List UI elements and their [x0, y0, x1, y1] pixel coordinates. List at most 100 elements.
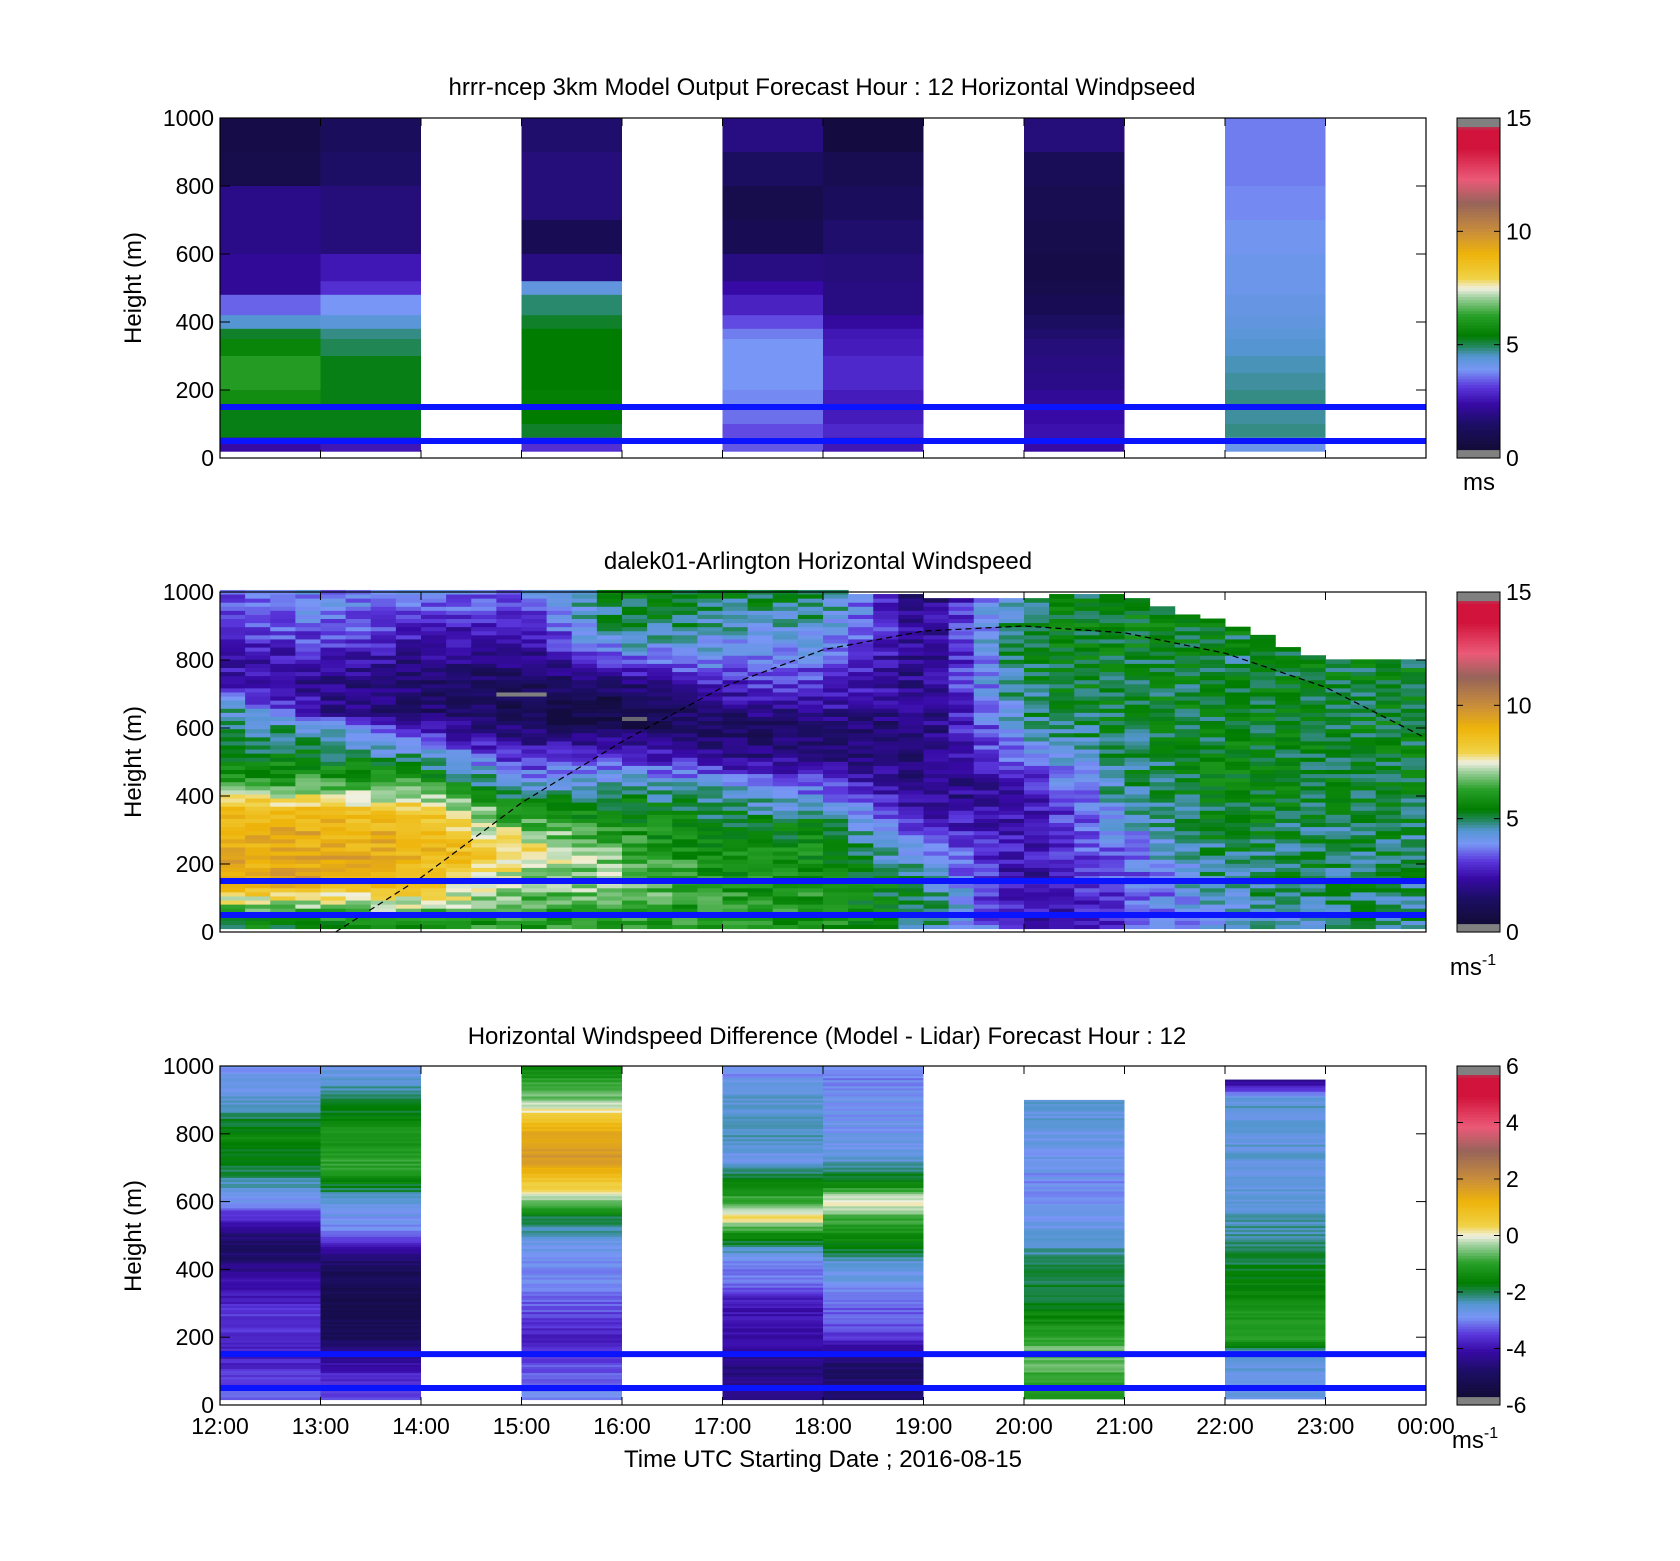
heatmap-cell	[320, 1379, 421, 1382]
heatmap-cell	[722, 1092, 823, 1095]
colorbar-segment	[1457, 733, 1500, 738]
heatmap-cell	[446, 777, 472, 783]
heatmap-cell	[270, 891, 296, 897]
heatmap-cell	[1250, 851, 1276, 856]
heatmap-cell	[1300, 671, 1326, 677]
heatmap-cell	[973, 716, 1000, 722]
heatmap-cell	[320, 663, 347, 668]
heatmap-cell	[1250, 883, 1276, 889]
heatmap-cell	[1325, 855, 1352, 860]
heatmap-cell	[722, 630, 749, 636]
heatmap-cell	[1325, 667, 1352, 673]
y-tick-label: 0	[201, 919, 214, 945]
colorbar-segment	[1457, 149, 1500, 153]
heatmap-cell	[797, 806, 824, 811]
heatmap-cell	[546, 789, 573, 795]
heatmap-cell	[1074, 606, 1100, 611]
heatmap-cell	[596, 614, 623, 620]
heatmap-cell	[1350, 781, 1377, 787]
heatmap-cell	[1099, 842, 1125, 848]
heatmap-cell	[295, 838, 321, 844]
heatmap-cell	[395, 732, 422, 738]
heatmap-cell	[571, 920, 598, 926]
heatmap-cell	[1225, 736, 1251, 742]
heatmap-cell	[320, 1141, 421, 1144]
heatmap-cell	[220, 1379, 321, 1382]
heatmap-cell	[521, 916, 548, 921]
heatmap-cell	[722, 1222, 823, 1226]
heatmap-cell	[1400, 900, 1427, 905]
heatmap-cell	[1300, 855, 1326, 860]
heatmap-cell	[345, 667, 372, 673]
heatmap-cell	[722, 712, 749, 717]
colorbar-segment	[1457, 864, 1500, 868]
heatmap-cell	[345, 916, 372, 921]
heatmap-cell	[1325, 900, 1352, 905]
heatmap-cell	[1225, 373, 1326, 391]
heatmap-cell	[596, 810, 623, 815]
heatmap-cell	[395, 847, 422, 852]
lidar-colorbar-unit: ms-1	[1450, 952, 1496, 981]
heatmap-cell	[747, 696, 774, 701]
heatmap-cell	[772, 773, 799, 779]
heatmap-cell	[521, 1147, 622, 1150]
heatmap-cell	[873, 777, 899, 783]
heatmap-cell	[1225, 679, 1251, 685]
heatmap-cell	[421, 891, 447, 897]
heatmap-cell	[521, 1322, 622, 1325]
heatmap-cell	[1074, 708, 1100, 713]
heatmap-cell	[948, 838, 975, 844]
heatmap-cell	[345, 732, 372, 738]
heatmap-cell	[647, 855, 673, 860]
heatmap-cell	[1024, 186, 1125, 221]
heatmap-cell	[521, 1127, 622, 1130]
heatmap-cell	[1149, 614, 1176, 620]
heatmap-cell	[772, 863, 799, 868]
heatmap-cell	[521, 1316, 622, 1319]
heatmap-cell	[1174, 920, 1201, 926]
heatmap-cell	[1049, 683, 1075, 689]
heatmap-cell	[220, 1295, 321, 1299]
heatmap-cell	[998, 761, 1025, 766]
heatmap-cell	[496, 855, 522, 860]
heatmap-cell	[245, 704, 271, 709]
heatmap-cell	[747, 793, 774, 799]
heatmap-cell	[1199, 634, 1226, 640]
heatmap-cell	[471, 687, 497, 693]
heatmap-cell	[1049, 802, 1075, 807]
heatmap-cell	[1124, 814, 1151, 819]
colorbar-segment	[1457, 807, 1500, 811]
heatmap-cell	[1225, 810, 1251, 815]
heatmap-cell	[1199, 716, 1226, 722]
heatmap-cell	[898, 838, 924, 844]
heatmap-cell	[320, 1332, 421, 1335]
heatmap-cell	[521, 663, 548, 668]
heatmap-cell	[823, 834, 849, 840]
heatmap-cell	[722, 867, 749, 872]
heatmap-cell	[848, 785, 874, 791]
heatmap-cell	[1400, 687, 1427, 693]
heatmap-cell	[622, 891, 648, 897]
heatmap-cell	[471, 765, 497, 770]
heatmap-cell	[797, 814, 824, 819]
heatmap-cell	[797, 924, 824, 930]
heatmap-cell	[1275, 704, 1301, 709]
heatmap-cell	[1300, 691, 1326, 697]
heatmap-cell	[948, 687, 975, 693]
colorbar-segment	[1457, 157, 1500, 162]
heatmap-cell	[220, 736, 246, 742]
heatmap-cell	[320, 1098, 421, 1102]
heatmap-cell	[220, 1263, 321, 1266]
heatmap-cell	[1149, 663, 1176, 668]
heatmap-cell	[873, 908, 899, 913]
heatmap-cell	[747, 765, 774, 770]
heatmap-cell	[1124, 667, 1151, 673]
heatmap-cell	[873, 610, 899, 615]
heatmap-cell	[220, 679, 246, 685]
heatmap-cell	[747, 798, 774, 803]
colorbar-segment	[1457, 313, 1500, 317]
heatmap-cell	[546, 842, 573, 848]
heatmap-cell	[622, 691, 648, 697]
heatmap-cell	[923, 798, 950, 803]
heatmap-cell	[1124, 891, 1151, 897]
